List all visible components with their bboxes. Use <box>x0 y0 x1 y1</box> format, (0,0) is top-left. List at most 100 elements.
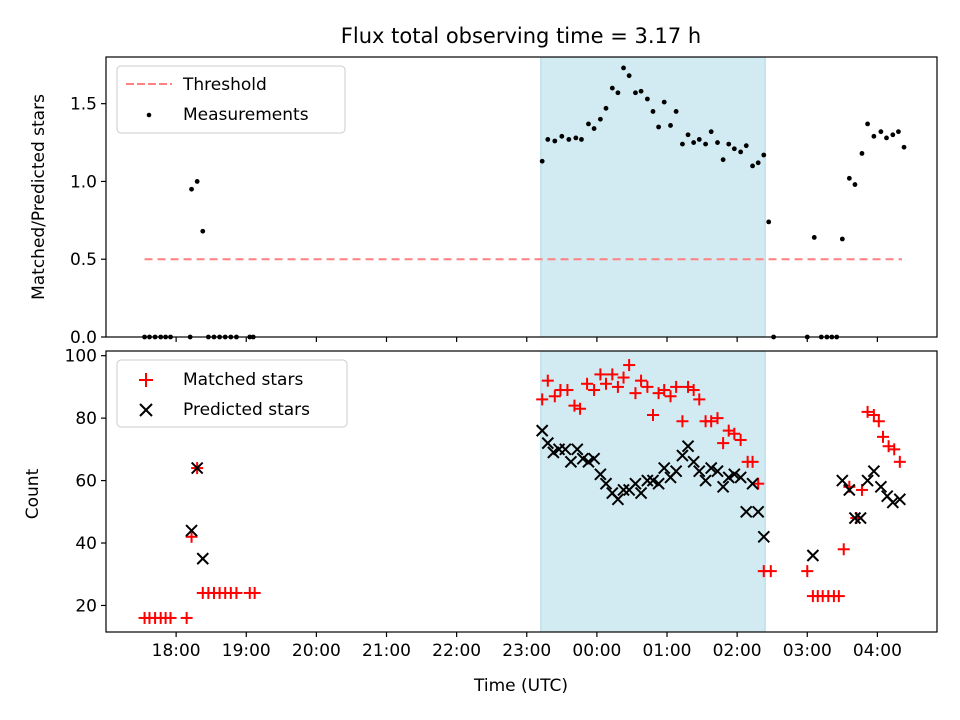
x-tick-label: 22:00 <box>432 641 481 661</box>
predicted-point <box>716 480 730 494</box>
measurement-point <box>811 235 817 240</box>
x-tick-label: 01:00 <box>643 641 692 661</box>
matched-point <box>872 415 885 428</box>
predicted-point <box>190 461 204 475</box>
measurement-point <box>621 65 626 71</box>
ratio-y-tick-label: 0.5 <box>70 250 97 270</box>
matched-point <box>670 380 683 393</box>
predicted-point <box>669 464 683 478</box>
matched-point <box>574 402 587 415</box>
predicted-point <box>594 468 607 481</box>
predicted-point <box>535 424 549 437</box>
matched-point <box>728 427 741 440</box>
measurement-point <box>865 121 870 127</box>
count-panel: 20 40 60 80 100 18:00 19:00 20:00 21:00 22:00 23:… <box>23 347 938 696</box>
predicted-point <box>728 468 741 481</box>
measurement-point <box>680 141 685 147</box>
predicted-point <box>634 486 648 500</box>
matched-point <box>611 380 624 393</box>
measurement-point <box>703 141 708 147</box>
ratio-y-axis-label: Matched/Predicted stars <box>29 94 49 300</box>
predicted-point <box>681 440 695 453</box>
matched-point <box>664 390 677 403</box>
predicted-point <box>541 436 555 450</box>
ratio-legend-box <box>116 65 346 134</box>
count-y-tick-label: 60 <box>75 472 97 492</box>
count-legend-box <box>116 359 348 428</box>
predicted-point <box>699 474 712 487</box>
measurement-point <box>668 123 673 128</box>
matched-point <box>711 412 724 425</box>
measurement-point <box>615 90 621 96</box>
measurement-point <box>750 163 755 169</box>
predicted-point <box>854 511 867 525</box>
predicted-point <box>641 474 654 487</box>
measurement-point <box>597 116 603 122</box>
predicted-point <box>658 461 671 475</box>
matched-point <box>230 586 243 599</box>
matched-point <box>541 374 554 387</box>
predicted-point <box>893 493 907 506</box>
measurement-point <box>696 137 702 142</box>
predicted-point <box>587 452 601 465</box>
matched-point <box>185 530 198 543</box>
measurement-point <box>896 129 901 135</box>
matched-point <box>248 586 261 599</box>
predicted-point <box>185 524 198 537</box>
measurement-point <box>852 182 858 187</box>
matched-point <box>594 368 607 381</box>
measurement-point <box>539 158 545 164</box>
predicted-point <box>676 449 689 462</box>
measurement-point <box>901 144 907 150</box>
measurement-point <box>839 236 845 242</box>
measurement-point <box>715 140 720 145</box>
measurement-point <box>644 96 650 102</box>
measurement-point <box>626 73 632 79</box>
measurement-point <box>545 137 551 142</box>
measurement-point <box>691 140 697 145</box>
matched-point <box>617 371 630 384</box>
matched-point <box>893 455 906 468</box>
matched-point <box>705 415 718 428</box>
predicted-point <box>693 464 706 478</box>
measurement-point <box>720 157 726 163</box>
matched-point <box>164 611 177 624</box>
measurement-point <box>878 129 884 135</box>
ratio-y-tick-label: 1.5 <box>70 95 97 115</box>
matched-point <box>588 384 601 397</box>
ratio-shaded-interval <box>540 56 766 338</box>
predicted-point <box>746 477 759 490</box>
measurement-point <box>189 186 194 192</box>
measurement-point <box>194 179 200 184</box>
matched-point <box>861 405 874 418</box>
measurement-point <box>871 133 877 139</box>
matched-point <box>180 611 193 624</box>
ratio-legend: Threshold Measurements <box>116 65 346 134</box>
predicted-point <box>836 474 849 487</box>
legend-predicted-label: Predicted stars <box>183 400 310 420</box>
legend-predicted-swatch <box>139 403 153 417</box>
matched-point <box>646 409 659 422</box>
matched-point <box>877 430 890 443</box>
predicted-point <box>611 493 625 506</box>
measurement-point <box>859 151 865 156</box>
legend-measurements-label: Measurements <box>183 105 309 125</box>
measurement-point <box>685 132 691 138</box>
predicted-point <box>559 443 572 456</box>
predicted-point <box>599 477 613 490</box>
matched-point <box>888 443 901 456</box>
count-y-tick-label: 40 <box>75 534 97 554</box>
matched-point <box>658 384 671 397</box>
predicted-point <box>848 511 862 525</box>
x-tick-label: 03:00 <box>783 641 832 661</box>
predicted-point <box>564 455 578 469</box>
matched-point <box>606 368 619 381</box>
predicted-point <box>571 443 584 456</box>
predicted-point <box>867 464 881 478</box>
measurement-point <box>884 135 889 141</box>
predicted-point <box>740 505 753 519</box>
predicted-point <box>757 530 770 543</box>
predicted-point <box>687 455 700 469</box>
legend-measurements-swatch <box>146 112 152 118</box>
